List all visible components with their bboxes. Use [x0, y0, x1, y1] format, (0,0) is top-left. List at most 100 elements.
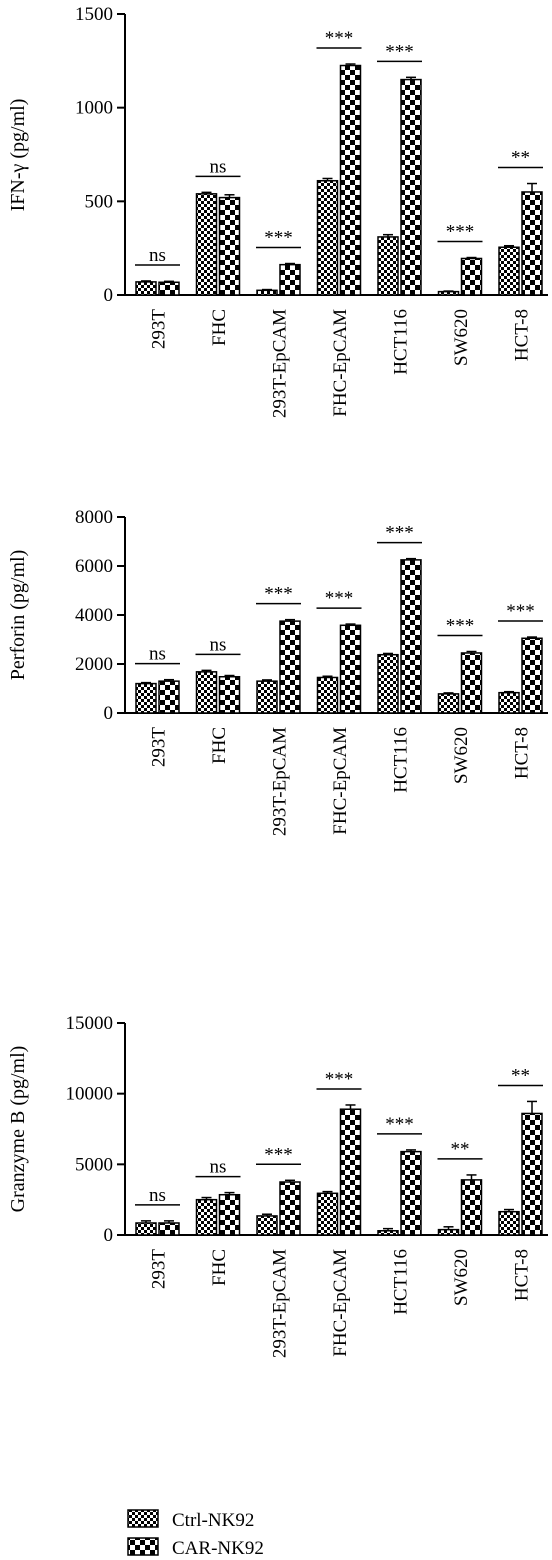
- category-label-293t: 293T: [149, 309, 170, 350]
- bar-car-sw620: [460, 257, 483, 296]
- y-tick-label: 10000: [66, 1084, 114, 1105]
- bar-ctrl-hct116: [377, 236, 399, 296]
- bar-ctrl-fhc: [195, 1198, 218, 1236]
- significance-label: ***: [506, 601, 535, 622]
- bar-car-fhc: [218, 1193, 241, 1236]
- category-label-293t: 293T: [149, 727, 170, 768]
- significance-label: ***: [264, 228, 293, 249]
- y-tick-label: 0: [104, 1225, 114, 1246]
- significance-label: **: [511, 1065, 530, 1086]
- category-label-293t: 293T: [149, 1249, 170, 1290]
- y-tick-label: 4000: [75, 605, 113, 626]
- chart-panel-3: 0 5000 10000 15000 Granzyme B (pg/ml) ns 293T n…: [7, 1013, 548, 1358]
- y-tick-label: 0: [104, 285, 114, 306]
- significance-label: ***: [264, 584, 293, 605]
- bar-car-293t: [158, 281, 180, 296]
- legend-swatch-car-nk92: [127, 1537, 159, 1556]
- y-tick-label: 5000: [75, 1154, 113, 1175]
- significance-label: ns: [210, 156, 227, 177]
- legend-label-car-nk92: CAR-NK92: [172, 1538, 264, 1559]
- bar-ctrl-fhc: [195, 193, 218, 296]
- bar-ctrl-293t: [135, 682, 157, 714]
- category-label-fhc-epcam: FHC-EpCAM: [330, 1249, 351, 1357]
- legend-label-ctrl-nk92: Ctrl-NK92: [172, 1510, 254, 1531]
- significance-label: ns: [149, 644, 166, 665]
- significance-label: ***: [264, 1144, 293, 1165]
- y-tick-label: 6000: [75, 556, 113, 577]
- bar-ctrl-fhc: [195, 671, 218, 714]
- bar-car-hct116: [400, 78, 422, 296]
- category-label-hct-8: HCT-8: [512, 727, 533, 779]
- bar-ctrl-hct-8: [498, 691, 520, 714]
- category-label-fhc-epcam: FHC-EpCAM: [330, 309, 351, 417]
- bar-car-fhc: [218, 675, 241, 714]
- y-axis-label: Granzyme B (pg/ml): [7, 1046, 29, 1213]
- category-label-fhc-epcam: FHC-EpCAM: [330, 727, 351, 835]
- significance-label: ns: [210, 634, 227, 655]
- significance-label: **: [451, 1139, 470, 1160]
- y-tick-label: 1500: [75, 4, 113, 25]
- bar-ctrl-293t: [135, 281, 157, 296]
- category-label-fhc: FHC: [209, 1249, 230, 1286]
- bar-ctrl-hct-8: [498, 1210, 520, 1236]
- bar-car-hct-8: [521, 1112, 543, 1236]
- bar-ctrl-293t-epcam: [256, 289, 278, 296]
- legend: Ctrl-NK92 CAR-NK92: [127, 1509, 264, 1559]
- bar-ctrl-hct116: [377, 653, 399, 714]
- category-label-fhc: FHC: [209, 727, 230, 764]
- significance-label: ***: [325, 1069, 354, 1090]
- significance-label: ***: [325, 588, 354, 609]
- y-tick-label: 1000: [75, 98, 113, 119]
- category-label-hct-8: HCT-8: [512, 1249, 533, 1301]
- bar-ctrl-fhc-epcam: [316, 179, 339, 296]
- bar-ctrl-sw620: [437, 1228, 460, 1236]
- bar-car-fhc: [218, 196, 241, 296]
- bar-car-293t-epcam: [279, 1181, 301, 1236]
- chart-panel-2: 0 2000 4000 6000 8000 Perforin (pg/ml) ns 293T n…: [7, 507, 548, 836]
- bar-car-fhc-epcam: [339, 64, 362, 296]
- significance-label: **: [511, 148, 530, 169]
- bar-car-hct-8: [521, 637, 543, 714]
- category-label-fhc: FHC: [209, 309, 230, 346]
- y-tick-label: 8000: [75, 507, 113, 528]
- significance-label: ***: [385, 523, 414, 544]
- bar-car-fhc-epcam: [339, 624, 362, 714]
- significance-label: ***: [385, 1114, 414, 1135]
- significance-label: ***: [325, 28, 354, 49]
- significance-label: ***: [446, 616, 475, 637]
- bar-ctrl-293t-epcam: [256, 680, 278, 714]
- y-axis-label: IFN-γ (pg/ml): [7, 99, 29, 212]
- significance-label: ns: [149, 1185, 166, 1206]
- bar-ctrl-fhc-epcam: [316, 676, 339, 714]
- category-label-sw620: SW620: [451, 309, 472, 366]
- y-tick-label: 15000: [66, 1013, 114, 1034]
- chart-panels: 0 500 1000 1500 IFN-γ (pg/ml) ns 293T ns FHC *** 2…: [7, 4, 548, 1358]
- category-label-293t-epcam: 293T-EpCAM: [270, 727, 291, 836]
- category-label-293t-epcam: 293T-EpCAM: [270, 309, 291, 418]
- bar-ctrl-hct-8: [498, 246, 520, 296]
- significance-label: ***: [446, 222, 475, 243]
- significance-label: ns: [210, 1157, 227, 1178]
- bar-ctrl-sw620: [437, 290, 460, 296]
- bar-car-hct116: [400, 559, 422, 714]
- bar-car-293t-epcam: [279, 620, 301, 714]
- bar-ctrl-293t: [135, 1222, 157, 1236]
- bar-car-hct116: [400, 1150, 422, 1236]
- bar-car-sw620: [460, 1179, 483, 1236]
- significance-label: ***: [385, 41, 414, 62]
- category-label-hct116: HCT116: [391, 1249, 412, 1315]
- bar-ctrl-hct116: [377, 1230, 399, 1236]
- bar-car-sw620: [460, 652, 483, 714]
- category-label-hct116: HCT116: [391, 309, 412, 375]
- y-tick-label: 2000: [75, 654, 113, 675]
- significance-label: ns: [149, 245, 166, 266]
- bar-car-fhc-epcam: [339, 1108, 362, 1236]
- bar-car-hct-8: [521, 191, 543, 296]
- legend-swatch-ctrl-nk92: [127, 1509, 159, 1528]
- category-label-hct-8: HCT-8: [512, 309, 533, 361]
- y-axis-label: Perforin (pg/ml): [7, 550, 29, 681]
- category-label-sw620: SW620: [451, 1249, 472, 1306]
- bar-ctrl-sw620: [437, 693, 460, 714]
- bar-ctrl-fhc-epcam: [316, 1192, 339, 1236]
